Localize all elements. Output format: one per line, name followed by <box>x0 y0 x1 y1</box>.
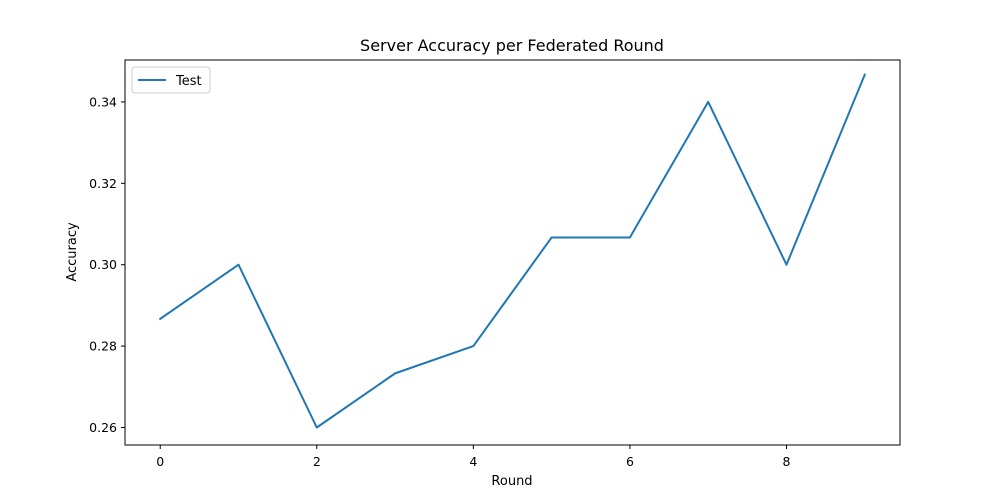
legend: Test <box>131 66 211 94</box>
x-tick-label: 2 <box>313 454 321 469</box>
y-axis-ticks: 0.26 0.28 0.30 0.32 0.34 <box>89 94 125 435</box>
chart-title: Server Accuracy per Federated Round <box>360 36 664 55</box>
legend-label-test: Test <box>175 74 202 89</box>
x-tick-label: 6 <box>626 454 634 469</box>
y-axis-label: Accuracy <box>65 222 80 282</box>
legend-box <box>131 66 211 94</box>
series-layer <box>158 73 867 429</box>
y-tick-label: 0.26 <box>89 420 117 435</box>
x-tick-label: 8 <box>783 454 791 469</box>
y-tick-label: 0.34 <box>89 94 117 109</box>
x-tick-label: 0 <box>156 454 164 469</box>
y-tick-label: 0.32 <box>89 176 117 191</box>
plot-area-frame <box>124 59 901 446</box>
y-tick-label: 0.30 <box>89 257 117 272</box>
series-line-test <box>158 73 867 429</box>
x-axis-ticks: 0 2 4 6 8 <box>156 445 791 469</box>
y-tick-label: 0.28 <box>89 339 117 354</box>
x-tick-label: 4 <box>469 454 477 469</box>
x-axis-label: Round <box>491 474 532 489</box>
